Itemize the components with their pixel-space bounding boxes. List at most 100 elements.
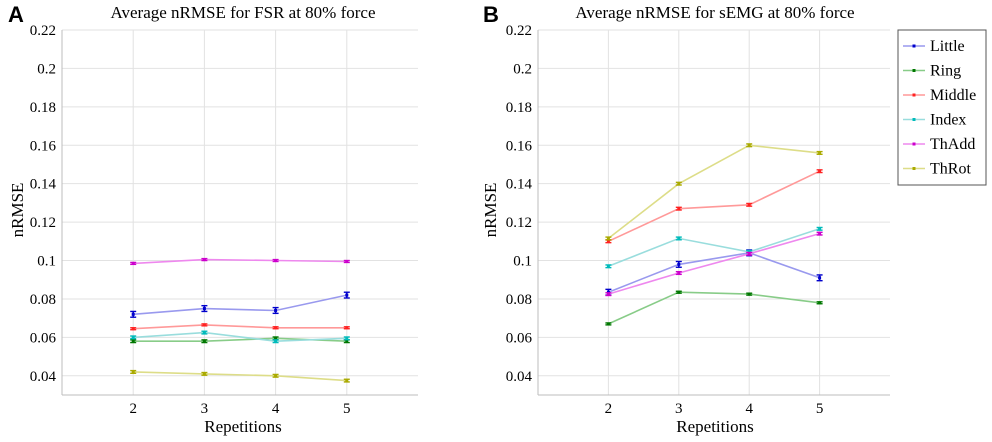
data-point-ring [606, 322, 610, 326]
series-line-little [133, 294, 347, 316]
data-point-middle [202, 323, 206, 327]
data-point-little [818, 276, 822, 280]
data-point-index [677, 236, 681, 240]
data-point-index [202, 331, 206, 335]
y-tick-label: 0.12 [30, 215, 56, 231]
x-tick-label: 3 [675, 401, 683, 417]
legend-label-throt: ThRot [930, 161, 971, 178]
series-line-thadd [608, 232, 820, 295]
y-tick-label: 0.1 [513, 254, 532, 270]
y-tick-label: 0.18 [506, 100, 532, 116]
data-point-ring [274, 336, 278, 340]
panel-a-ylabel: nRMSE [8, 183, 27, 238]
series-line-thadd [133, 258, 347, 265]
y-tick-label: 0.2 [37, 61, 56, 77]
data-point-ring [345, 339, 349, 343]
data-point-thadd [677, 271, 681, 275]
data-point-thadd [747, 252, 751, 256]
y-tick-label: 0.14 [506, 177, 533, 193]
x-tick-label: 3 [201, 401, 209, 417]
panel-a-xlabel: Repetitions [204, 417, 281, 436]
x-tick-label: 4 [745, 401, 753, 417]
data-point-middle [131, 327, 135, 331]
y-tick-label: 0.22 [506, 23, 532, 39]
y-tick-label: 0.1 [37, 254, 56, 270]
data-point-ring [131, 339, 135, 343]
data-point-throt [274, 374, 278, 378]
data-point-thadd [202, 258, 206, 262]
data-point-index [606, 264, 610, 268]
y-tick-label: 0.08 [506, 292, 532, 308]
data-point-throt [131, 370, 135, 374]
panel-b-xlabel: Repetitions [676, 417, 753, 436]
data-point-little [345, 293, 349, 297]
data-point-little [202, 307, 206, 311]
legend-marker-index [912, 118, 916, 121]
legend-box [897, 29, 987, 186]
data-point-little [131, 312, 135, 316]
series-line-throt [133, 371, 347, 382]
y-tick-label: 0.06 [30, 330, 57, 346]
legend-label-thadd: ThAdd [930, 136, 975, 153]
data-point-index [818, 227, 822, 231]
y-tick-label: 0.2 [513, 61, 532, 77]
data-point-ring [818, 301, 822, 305]
panel-b-title: Average nRMSE for sEMG at 80% force [575, 3, 854, 22]
data-point-index [131, 335, 135, 339]
legend-marker-thadd [912, 142, 916, 146]
y-tick-label: 0.06 [506, 330, 533, 346]
legend-marker-little [912, 44, 916, 48]
y-tick-label: 0.14 [30, 177, 57, 193]
x-tick-label: 5 [816, 401, 824, 417]
y-tick-label: 0.08 [30, 292, 56, 308]
x-tick-label: 2 [129, 401, 137, 417]
data-point-throt [606, 236, 610, 240]
data-point-throt [818, 151, 822, 155]
legend-label-middle: Middle [930, 87, 976, 104]
y-tick-label: 0.16 [506, 138, 533, 154]
y-tick-label: 0.16 [30, 138, 57, 154]
y-tick-label: 0.22 [30, 23, 56, 39]
data-point-index [274, 339, 278, 343]
series-line-index [608, 228, 820, 268]
data-point-thadd [274, 259, 278, 263]
y-tick-label: 0.04 [506, 369, 533, 385]
data-point-ring [747, 292, 751, 296]
plot-b: 0.04 0.06 0.08 0.1 0.12 0.14 0.16 0.18 0.2 0.22 2 3… [506, 23, 890, 417]
data-point-middle [747, 203, 751, 207]
panel-b-letter: B [483, 2, 499, 27]
series-line-ring [608, 291, 820, 325]
y-tick-label: 0.18 [30, 100, 56, 116]
data-point-throt [747, 143, 751, 147]
panel-a-title: Average nRMSE for FSR at 80% force [110, 3, 375, 22]
data-point-little [677, 262, 681, 266]
x-tick-label: 2 [605, 401, 613, 417]
data-point-middle [274, 326, 278, 330]
data-point-little [274, 308, 278, 312]
data-point-throt [677, 182, 681, 186]
legend-label-ring: Ring [930, 63, 961, 80]
legend-marker-throt [912, 167, 916, 170]
data-point-middle [345, 326, 349, 330]
y-tick-label: 0.04 [30, 369, 57, 385]
data-point-thadd [131, 261, 135, 265]
legend-marker-ring [912, 69, 916, 72]
panel-a-letter: A [8, 2, 24, 27]
data-point-ring [202, 339, 206, 343]
legend-marker-middle [912, 93, 916, 97]
data-point-middle [606, 239, 610, 243]
data-point-middle [818, 169, 822, 173]
legend: Little Ring Middle Index ThAdd ThRot [897, 29, 987, 186]
series-line-throt [607, 144, 820, 240]
plot-a: 0.04 0.06 0.08 0.1 0.12 0.14 0.16 0.18 0.2 0.22 2 3… [30, 23, 418, 417]
data-point-throt [345, 379, 349, 383]
data-point-thadd [818, 232, 822, 236]
y-tick-label: 0.12 [506, 215, 532, 231]
legend-label-little: Little [930, 38, 965, 55]
series-line-middle [133, 324, 347, 330]
x-tick-label: 5 [343, 401, 351, 417]
data-point-ring [677, 290, 681, 294]
panel-b-ylabel: nRMSE [481, 183, 500, 238]
series-line-middle [608, 170, 820, 243]
